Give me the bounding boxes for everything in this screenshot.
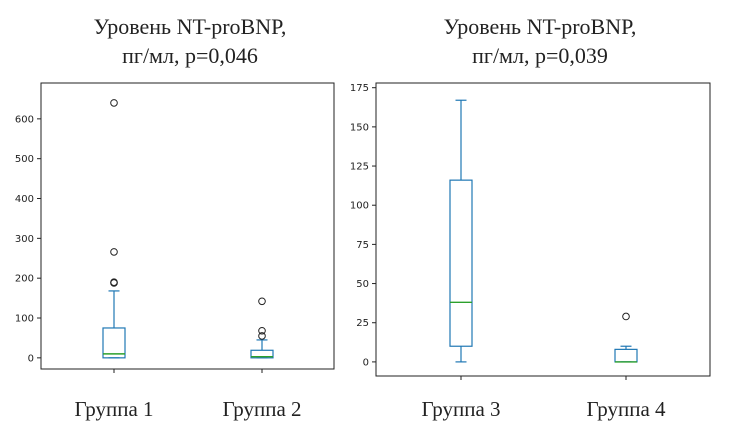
y-tick-label: 0 <box>28 353 34 364</box>
chart-1: 0 100 200 300 400 500 600 Группа 1 Группа 2 <box>15 82 335 421</box>
plot-frame <box>375 82 711 377</box>
y-tick-label: 100 <box>350 201 369 212</box>
chart-2-title: Уровень NT-proBNP, пг/мл, p=0,039 <box>390 12 690 70</box>
group-label: Группа 3 <box>421 397 500 421</box>
outlier-point <box>258 297 266 306</box>
box-group-1: Группа 3 <box>421 99 501 421</box>
y-tick-label: 25 <box>356 318 369 329</box>
outlier-point <box>110 248 118 256</box>
y-tick-label: 100 <box>15 314 34 325</box>
y-tick-label: 600 <box>15 114 34 125</box>
outlier-point <box>258 326 266 335</box>
y-tick-label: 400 <box>15 194 34 205</box>
y-tick-label: 50 <box>356 279 369 290</box>
y-tick-label: 300 <box>15 234 34 245</box>
group-label: Группа 1 <box>74 397 153 421</box>
iqr-box <box>102 327 126 359</box>
chart-1-title-line2: пг/мл, p=0,046 <box>122 43 258 68</box>
y-tick-label: 75 <box>356 240 369 251</box>
iqr-box <box>449 179 473 347</box>
outlier-point <box>110 278 118 286</box>
iqr-box <box>250 349 274 359</box>
outlier-point <box>258 332 266 340</box>
y-tick-label: 200 <box>15 274 34 285</box>
y-tick-label: 0 <box>363 357 369 368</box>
group-label: Группа 4 <box>586 397 666 421</box>
box-group-2: Группа 4 <box>586 312 666 421</box>
outlier-point <box>622 312 630 321</box>
y-tick-label: 150 <box>350 122 369 133</box>
y-tick-label: 125 <box>350 162 369 173</box>
outlier-point <box>110 99 118 107</box>
plot-frame <box>40 82 335 370</box>
y-tick-label: 500 <box>15 154 34 165</box>
chart-1-title-line1: Уровень NT-proBNP, <box>93 14 287 39</box>
box-group-2: Группа 2 <box>222 297 302 421</box>
chart-2: 0 25 50 75 100 125 150 175 Группа 3 Группа 4 <box>350 82 711 421</box>
box-group-1: Группа 1 <box>74 99 154 421</box>
chart-1-title: Уровень NT-proBNP, пг/мл, p=0,046 <box>40 12 340 70</box>
chart-2-title-line2: пг/мл, p=0,039 <box>472 43 608 68</box>
chart-2-title-line1: Уровень NT-proBNP, <box>443 14 637 39</box>
y-tick-label: 175 <box>350 83 369 94</box>
group-label: Группа 2 <box>222 397 301 421</box>
iqr-box <box>614 348 638 363</box>
